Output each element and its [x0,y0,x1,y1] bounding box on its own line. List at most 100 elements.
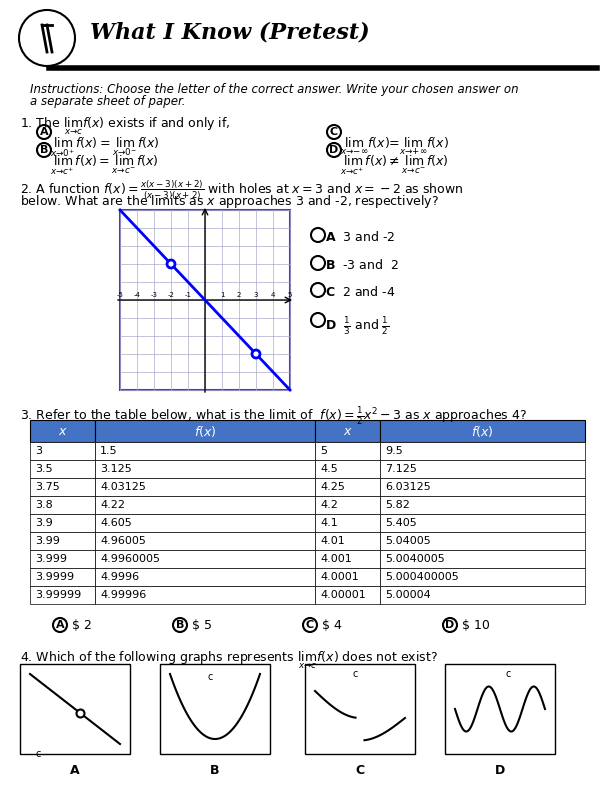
Text: 6.03125: 6.03125 [385,482,430,492]
Text: 1. The $\lim_{x \to c} f(x)$ exists if and only if,: 1. The $\lim_{x \to c} f(x)$ exists if a… [20,115,231,137]
Text: 4.1: 4.1 [320,518,338,528]
Text: -2: -2 [167,292,175,298]
Text: 3.125: 3.125 [100,464,132,474]
Text: 4.00001: 4.00001 [320,590,366,600]
Bar [95,496,315,514]
Text: $ 5: $ 5 [192,619,212,632]
Text: What I Know (Pretest): What I Know (Pretest) [90,21,370,43]
Text: 2: 2 [237,292,241,298]
Text: $\lim_{x \to 0^+} f(x) = \lim_{x \to 0^-} f(x)$: $\lim_{x \to 0^+} f(x) = \lim_{x \to 0^-… [50,135,159,159]
Text: A: A [40,127,49,137]
Text: B: B [40,145,48,155]
Text: c: c [35,749,41,759]
Bar [315,478,380,496]
Text: below. What are the limits as $x$ approaches 3 and -2, respectively?: below. What are the limits as $x$ approa… [20,193,439,210]
Bar [380,550,585,568]
Bar [380,478,585,496]
Bar [315,568,380,586]
Text: C: C [355,764,365,777]
Text: 3.9999: 3.9999 [35,572,74,582]
Text: 4.001: 4.001 [320,554,352,564]
Bar [160,664,270,754]
Bar [30,478,95,496]
Bar [120,210,290,390]
Text: $\lim_{x \to c^+} f(x) \neq \lim_{x \to c^-} f(x)$: $\lim_{x \to c^+} f(x) \neq \lim_{x \to … [340,153,449,177]
Bar [315,586,380,604]
Circle shape [252,350,260,358]
Text: -1: -1 [184,292,191,298]
Text: $f(x)$: $f(x)$ [471,424,494,439]
Text: $\lim_{x \to c^+} f(x) = \lim_{x \to c^-} f(x)$: $\lim_{x \to c^+} f(x) = \lim_{x \to c^-… [50,153,159,177]
Bar [380,514,585,532]
Bar [30,442,95,460]
Bar [315,550,380,568]
Bar [315,496,380,514]
Text: 3.99: 3.99 [35,536,60,546]
Circle shape [167,260,175,268]
Text: 3.99999: 3.99999 [35,590,81,600]
Text: 1: 1 [220,292,224,298]
Bar [380,496,585,514]
Bar [95,550,315,568]
Bar [380,442,585,460]
Text: B: B [176,620,184,630]
Text: c: c [505,669,510,679]
Text: c: c [207,672,213,682]
Text: 4.25: 4.25 [320,482,345,492]
Bar [95,514,315,532]
Text: $\mathbf{A}$  3 and -2: $\mathbf{A}$ 3 and -2 [325,230,395,244]
Text: 4.605: 4.605 [100,518,132,528]
Text: 9.5: 9.5 [385,446,403,456]
Text: 3. Refer to the table below, what is the limit of  $f(x) = \frac{1}{2}x^2 - 3$ a: 3. Refer to the table below, what is the… [20,405,527,427]
Bar [95,420,315,442]
Text: Instructions: Choose the letter of the correct answer. Write your chosen answer : Instructions: Choose the letter of the c… [30,83,518,96]
Text: 2. A function $f(x) = \frac{x(x-3)(x+2)}{(x-3)(x+2)}$ with holes at $x = 3$ and : 2. A function $f(x) = \frac{x(x-3)(x+2)}… [20,178,464,202]
Text: $ 4: $ 4 [322,619,342,632]
Bar [315,532,380,550]
Text: 3.8: 3.8 [35,500,53,510]
Bar [30,460,95,478]
Bar [380,460,585,478]
Bar [30,496,95,514]
Circle shape [76,709,84,717]
Text: A: A [56,620,65,630]
Text: 5: 5 [288,292,292,298]
Bar [30,586,95,604]
Text: c: c [352,669,358,679]
Text: 3: 3 [254,292,258,298]
Text: 3.5: 3.5 [35,464,53,474]
Bar [305,664,415,754]
Text: $\mathbf{C}$  2 and -4: $\mathbf{C}$ 2 and -4 [325,285,395,299]
Bar [95,532,315,550]
Bar [30,568,95,586]
Text: 3.999: 3.999 [35,554,67,564]
Text: 3.75: 3.75 [35,482,60,492]
Bar [380,532,585,550]
Text: 4.2: 4.2 [320,500,338,510]
Text: 1.5: 1.5 [100,446,117,456]
Bar [315,442,380,460]
Text: 5.0040005: 5.0040005 [385,554,445,564]
Text: 5.82: 5.82 [385,500,410,510]
Bar [30,514,95,532]
Text: a separate sheet of paper.: a separate sheet of paper. [30,95,186,108]
Text: 4.01: 4.01 [320,536,345,546]
Text: C: C [306,620,314,630]
Text: 4. Which of the following graphs represents $\lim_{x \to c} f(x)$ does not exist: 4. Which of the following graphs represe… [20,649,438,671]
Text: $x$: $x$ [58,424,68,437]
Text: 4.22: 4.22 [100,500,125,510]
Text: -3: -3 [151,292,157,298]
Text: 4.96005: 4.96005 [100,536,146,546]
Text: 3.9: 3.9 [35,518,53,528]
Bar [95,442,315,460]
Bar [380,586,585,604]
Text: A: A [70,764,80,777]
Text: -5: -5 [117,292,124,298]
Text: 4.03125: 4.03125 [100,482,146,492]
Bar [95,568,315,586]
Text: 3: 3 [35,446,42,456]
Bar [315,514,380,532]
Bar [315,460,380,478]
Bar [380,420,585,442]
Text: $ 10: $ 10 [462,619,490,632]
